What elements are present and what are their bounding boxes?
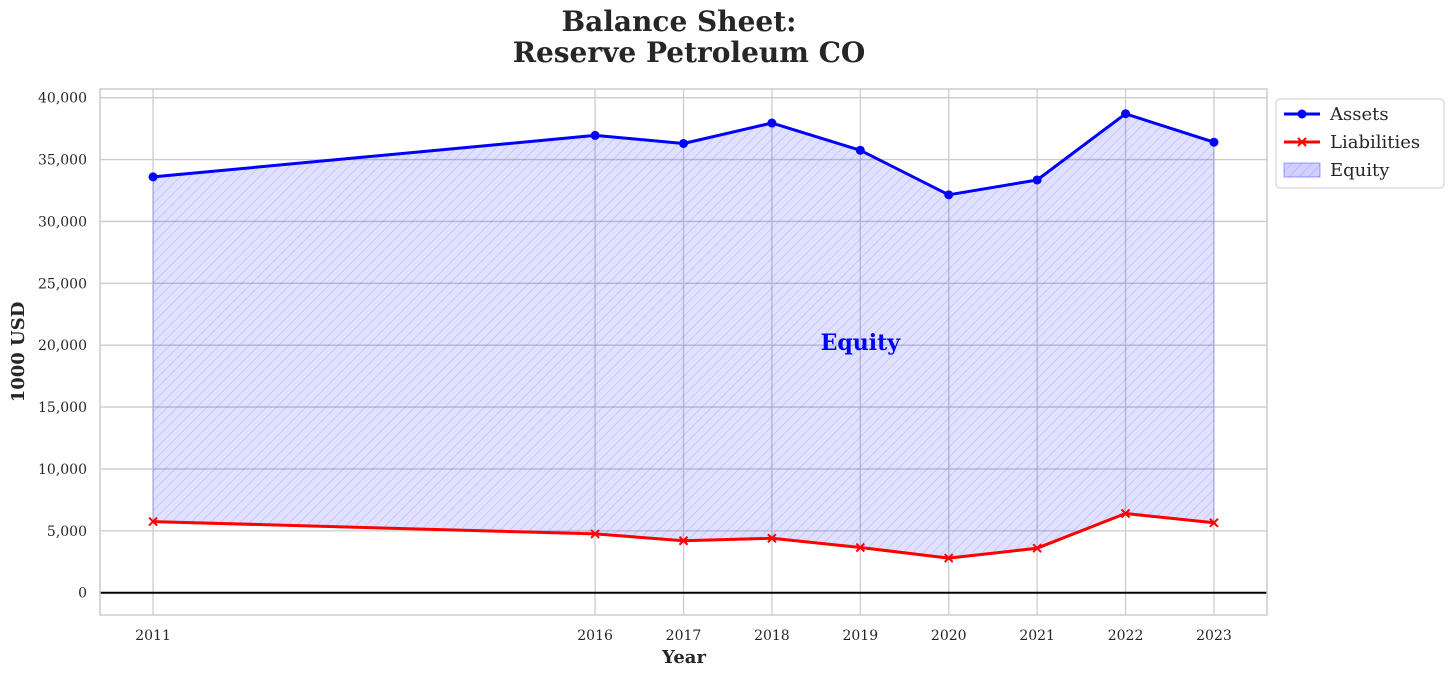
annotations: Equity [821, 330, 902, 356]
x-tick-label: 2018 [754, 628, 790, 644]
y-tick-label: 0 [78, 586, 87, 602]
liabilities-point [678, 536, 689, 546]
assets-point [1032, 175, 1042, 185]
assets-point [1121, 109, 1131, 119]
x-tick-label: 2022 [1108, 628, 1144, 644]
liabilities-point [1120, 508, 1131, 519]
y-tick-label: 5,000 [47, 524, 87, 540]
legend-equity-hatch [1284, 163, 1320, 177]
liabilities-point [590, 529, 600, 539]
x-tick-label: 2019 [842, 628, 878, 644]
equity-area-hatch [152, 113, 1215, 559]
assets-point [767, 118, 777, 128]
y-axis-ticks: 0 5,000 10,000 15,000 20,000 25,000 30,000 35,0… [38, 91, 87, 602]
liabilities-point [148, 516, 158, 527]
assets-point [1209, 137, 1219, 147]
plot-area [99, 88, 1268, 616]
liabilities-point [944, 553, 954, 563]
y-tick-label: 15,000 [38, 400, 87, 416]
liabilities-point [767, 533, 777, 543]
assets-point [148, 172, 158, 182]
y-tick-label: 25,000 [38, 276, 87, 292]
legend-liabilities-marker [1297, 137, 1307, 147]
y-tick-label: 30,000 [38, 214, 87, 230]
y-tick-label: 40,000 [38, 91, 87, 107]
legend-assets-label: Assets [1329, 104, 1389, 125]
series-layer [100, 109, 1267, 594]
x-tick-label: 2023 [1196, 628, 1232, 644]
legend-assets-marker [1297, 109, 1307, 119]
x-tick-label: 2021 [1019, 628, 1055, 644]
assets-point [679, 138, 688, 148]
x-tick-label: 2011 [135, 628, 171, 644]
legend: Assets Liabilities Equity [1275, 98, 1445, 189]
x-tick-label: 2017 [666, 628, 702, 644]
assets-point [944, 190, 954, 200]
legend-equity-label: Equity [1330, 160, 1390, 181]
chart-title-line2: Reserve Petroleum CO [513, 36, 866, 69]
assets-point [855, 145, 865, 155]
x-axis-label: Year [661, 647, 706, 668]
y-tick-label: 35,000 [38, 153, 87, 169]
assets-point [590, 130, 600, 140]
y-tick-label: 20,000 [38, 338, 87, 354]
liabilities-point [855, 542, 866, 553]
x-axis-ticks: 2011 2016 2017 2018 2019 2020 2021 2022 2023 [135, 628, 1232, 644]
liabilities-point [1032, 543, 1042, 553]
y-axis-label: 1000 USD [8, 302, 29, 403]
x-tick-label: 2020 [931, 628, 967, 644]
chart-title-line1: Balance Sheet: [561, 5, 796, 38]
x-tick-label: 2016 [577, 628, 613, 644]
equity-annotation: Equity [821, 330, 902, 356]
y-tick-label: 10,000 [38, 462, 87, 478]
plot-frame [99, 88, 1268, 616]
legend-liabilities-label: Liabilities [1330, 132, 1420, 153]
liabilities-point [1209, 518, 1219, 528]
